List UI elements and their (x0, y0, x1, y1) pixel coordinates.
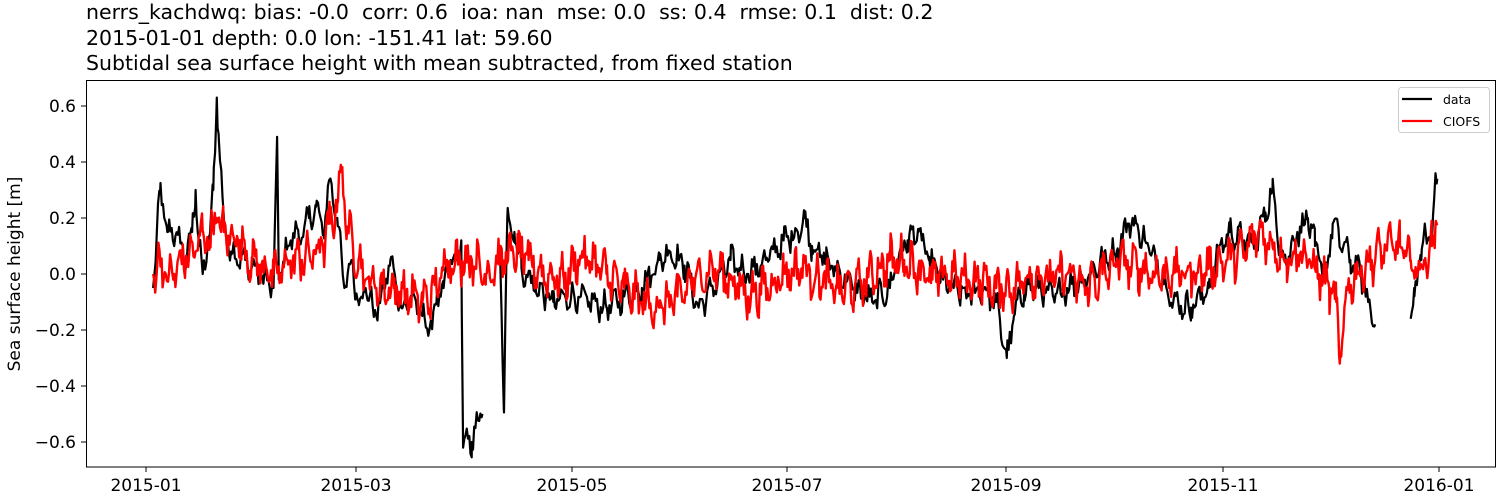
y-tick: −0.6 (35, 433, 86, 453)
legend-item-ciofs: CIOFS (1402, 114, 1480, 129)
svg-text:2015-03: 2015-03 (320, 476, 391, 496)
y-tick: 0.6 (49, 97, 86, 117)
axes-frame (86, 80, 1496, 468)
svg-text:0.0: 0.0 (49, 265, 76, 285)
svg-text:2015-07: 2015-07 (751, 476, 822, 496)
x-tick: 2015-01 (110, 467, 182, 496)
svg-text:2015-05: 2015-05 (536, 476, 607, 496)
x-tick: 2016-01 (1403, 467, 1475, 496)
chart-title-stats: nerrs_kachdwq: bias: -0.0 corr: 0.6 ioa:… (86, 0, 934, 24)
y-tick: 0.2 (49, 209, 86, 229)
x-tick: 2015-05 (536, 467, 608, 496)
chart-title-block: nerrs_kachdwq: bias: -0.0 corr: 0.6 ioa:… (86, 0, 933, 77)
legend-item-data: data (1402, 92, 1471, 107)
svg-text:0.4: 0.4 (49, 153, 76, 173)
legend: data CIOFS (1398, 87, 1490, 133)
y-tick: 0.4 (49, 153, 86, 173)
svg-text:−0.2: −0.2 (35, 321, 76, 341)
svg-text:0.6: 0.6 (49, 97, 76, 117)
y-axis: 0.6 0.4 0.2 0.0 −0.2 −0.4 −0.6 Sea surfa… (5, 97, 86, 453)
svg-text:−0.4: −0.4 (35, 377, 76, 397)
y-tick: −0.4 (35, 377, 86, 397)
svg-text:2015-09: 2015-09 (970, 476, 1041, 496)
y-axis-label: Sea surface height [m] (5, 177, 25, 372)
x-tick: 2015-09 (970, 467, 1042, 496)
x-tick: 2015-03 (320, 467, 392, 496)
svg-text:2015-01: 2015-01 (110, 476, 181, 496)
svg-text:0.2: 0.2 (49, 209, 76, 229)
svg-text:2015-11: 2015-11 (1187, 476, 1258, 496)
plot-area (151, 96, 1439, 459)
chart-title-description: Subtidal sea surface height with mean su… (86, 51, 793, 75)
series-ciofs-line (151, 163, 1439, 365)
x-axis: 2015-01 2015-03 2015-05 2015-07 2015-09 … (110, 467, 1475, 496)
svg-text:data: data (1443, 92, 1471, 107)
y-tick: −0.2 (35, 321, 86, 341)
series-data-line (1409, 172, 1439, 319)
svg-text:CIOFS: CIOFS (1443, 114, 1480, 129)
svg-text:2016-01: 2016-01 (1403, 476, 1474, 496)
x-tick: 2015-07 (751, 467, 823, 496)
x-tick: 2015-11 (1187, 467, 1259, 496)
svg-text:−0.6: −0.6 (35, 433, 76, 453)
chart-title-location: 2015-01-01 depth: 0.0 lon: -151.41 lat: … (86, 25, 553, 50)
y-tick: 0.0 (49, 265, 86, 285)
